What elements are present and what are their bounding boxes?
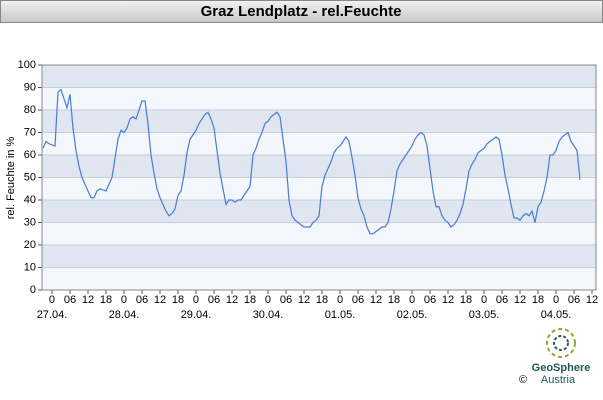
data-line	[42, 88, 581, 235]
x-tick-label: 18	[172, 294, 184, 306]
stripe	[42, 110, 596, 133]
x-tick-label: 18	[460, 294, 472, 306]
x-tick-label: 06	[280, 294, 292, 306]
plot-frame	[41, 64, 597, 291]
logo	[546, 328, 576, 358]
x-tick-label: 06	[424, 294, 436, 306]
x-tick-label: 0	[193, 294, 199, 306]
x-date-label: 29.04.	[181, 309, 212, 321]
y-tick-label: 50	[24, 171, 36, 183]
x-date-label: 04.05.	[541, 309, 572, 321]
copyright: ©	[519, 374, 527, 386]
x-tick-label: 18	[244, 294, 256, 306]
x-tick-label: 12	[370, 294, 382, 306]
stripe	[42, 87, 596, 110]
x-tick-label: 12	[154, 294, 166, 306]
x-date-label: 28.04.	[109, 309, 140, 321]
stripe	[42, 245, 596, 268]
x-tick-label: 0	[481, 294, 487, 306]
x-tick-label: 0	[337, 294, 343, 306]
chart-title: Graz Lendplatz - rel.Feuchte	[201, 3, 402, 20]
y-axis-label: rel. Feuchte in %	[5, 137, 17, 220]
stripe	[42, 155, 596, 178]
x-tick-label: 0	[265, 294, 271, 306]
y-tick-label: 20	[24, 239, 36, 251]
stripe	[42, 132, 596, 155]
x-tick-label: 06	[208, 294, 220, 306]
x-date-label: 01.05.	[325, 309, 356, 321]
x-tick-label: 06	[568, 294, 580, 306]
logo-icon-inner	[553, 335, 569, 351]
y-tick-label: 0	[30, 284, 36, 296]
x-tick-label: 06	[496, 294, 508, 306]
stripe	[42, 222, 596, 245]
x-date-label: 03.05.	[469, 309, 500, 321]
x-tick-label: 18	[316, 294, 328, 306]
y-tick-label: 40	[24, 194, 36, 206]
logo-icon	[546, 328, 576, 358]
x-tick-label: 12	[82, 294, 94, 306]
x-date-label: 27.04.	[37, 309, 68, 321]
x-tick-label: 12	[298, 294, 310, 306]
x-tick-label: 18	[532, 294, 544, 306]
x-tick-label: 12	[514, 294, 526, 306]
x-tick-label: 18	[100, 294, 112, 306]
stripe	[42, 267, 596, 290]
y-tick-label: 90	[24, 81, 36, 93]
x-tick-label: 0	[553, 294, 559, 306]
x-date-label: 30.04.	[253, 309, 284, 321]
x-tick-label: 0	[409, 294, 415, 306]
x-tick-label: 0	[121, 294, 127, 306]
x-tick-label: 0	[49, 294, 55, 306]
logo-name: GeoSphere	[532, 362, 591, 374]
y-tick-label: 80	[24, 104, 36, 116]
x-tick-label: 06	[352, 294, 364, 306]
x-date-label: 02.05.	[397, 309, 428, 321]
y-tick-label: 100	[18, 59, 36, 71]
logo-sub: Austria	[541, 374, 576, 386]
x-tick-label: 12	[442, 294, 454, 306]
x-tick-label: 06	[64, 294, 76, 306]
x-tick-label: 18	[388, 294, 400, 306]
x-tick-label: 06	[136, 294, 148, 306]
y-tick-label: 30	[24, 216, 36, 228]
x-tick-label: 12	[226, 294, 238, 306]
y-tick-label: 60	[24, 149, 36, 161]
y-tick-label: 70	[24, 126, 36, 138]
x-tick-label: 12	[586, 294, 598, 306]
stripe	[42, 65, 596, 88]
stripe	[42, 177, 596, 200]
y-tick-label: 10	[24, 261, 36, 273]
